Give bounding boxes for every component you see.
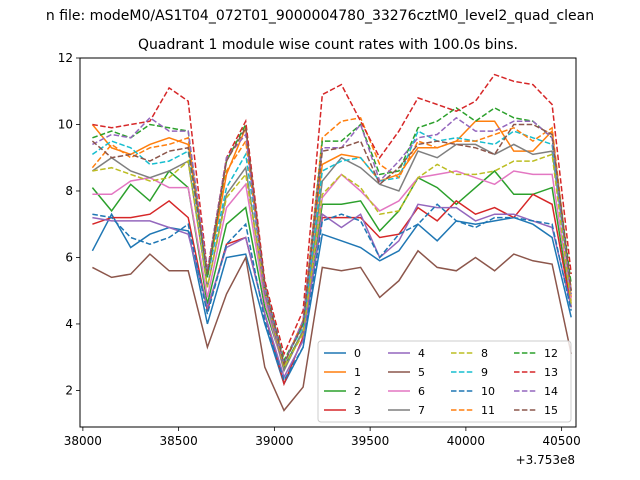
series-line-11 — [91, 116, 572, 367]
series-line-15 — [91, 123, 572, 367]
y-tick-label: 8 — [65, 184, 73, 198]
legend-label-11: 11 — [481, 404, 495, 417]
legend-label-4: 4 — [418, 347, 425, 360]
legend-label-6: 6 — [418, 385, 425, 398]
y-tick-label: 2 — [65, 383, 73, 397]
series-line-4 — [92, 203, 572, 380]
series-line-12 — [92, 106, 572, 363]
series-line-14 — [92, 116, 572, 367]
series-line-10 — [92, 203, 572, 383]
legend-label-5: 5 — [418, 366, 425, 379]
series-line-13 — [92, 73, 572, 357]
legend-label-7: 7 — [418, 404, 425, 417]
x-tick-label: 39500 — [351, 434, 389, 448]
series-line-6 — [92, 170, 572, 373]
legend-label-15: 15 — [544, 404, 558, 417]
series-line-8 — [92, 153, 572, 370]
y-tick-label: 10 — [58, 117, 73, 131]
legend-label-13: 13 — [544, 366, 558, 379]
x-tick-label: 39000 — [255, 434, 293, 448]
series-line-5 — [92, 249, 572, 412]
legend-box — [317, 340, 572, 423]
x-tick-label: 40500 — [543, 434, 581, 448]
y-tick-label: 6 — [65, 250, 73, 264]
plot-frame — [79, 57, 577, 428]
series-line-2 — [91, 169, 572, 370]
x-tick-label: 38500 — [160, 434, 198, 448]
chart-title: Quadrant 1 module wise count rates with … — [138, 37, 518, 53]
series-line-1 — [91, 120, 572, 367]
y-tick-label: 12 — [58, 51, 73, 65]
legend-label-0: 0 — [354, 347, 361, 360]
x-tick-label: 40000 — [447, 434, 485, 448]
x-offset-label: +3.753e8 — [516, 453, 575, 467]
legend-label-3: 3 — [354, 404, 361, 417]
y-tick-label: 4 — [65, 317, 73, 331]
series-lines — [91, 73, 572, 412]
legend-label-1: 1 — [354, 366, 361, 379]
legend-label-8: 8 — [481, 347, 488, 360]
chart-suptitle: n file: modeM0/AS1T04_072T01_9000004780_… — [46, 8, 594, 24]
x-tick-label: 38000 — [64, 434, 102, 448]
x-axis: 38000 38500 39000 39500 40000 40500 — [64, 427, 581, 448]
y-axis: 2 4 6 8 10 12 — [58, 51, 80, 397]
legend-label-9: 9 — [481, 366, 488, 379]
series-line-9 — [91, 130, 572, 363]
legend-label-14: 14 — [544, 385, 558, 398]
legend-label-10: 10 — [481, 385, 495, 398]
legend-label-2: 2 — [354, 385, 361, 398]
legend-label-12: 12 — [544, 347, 558, 360]
